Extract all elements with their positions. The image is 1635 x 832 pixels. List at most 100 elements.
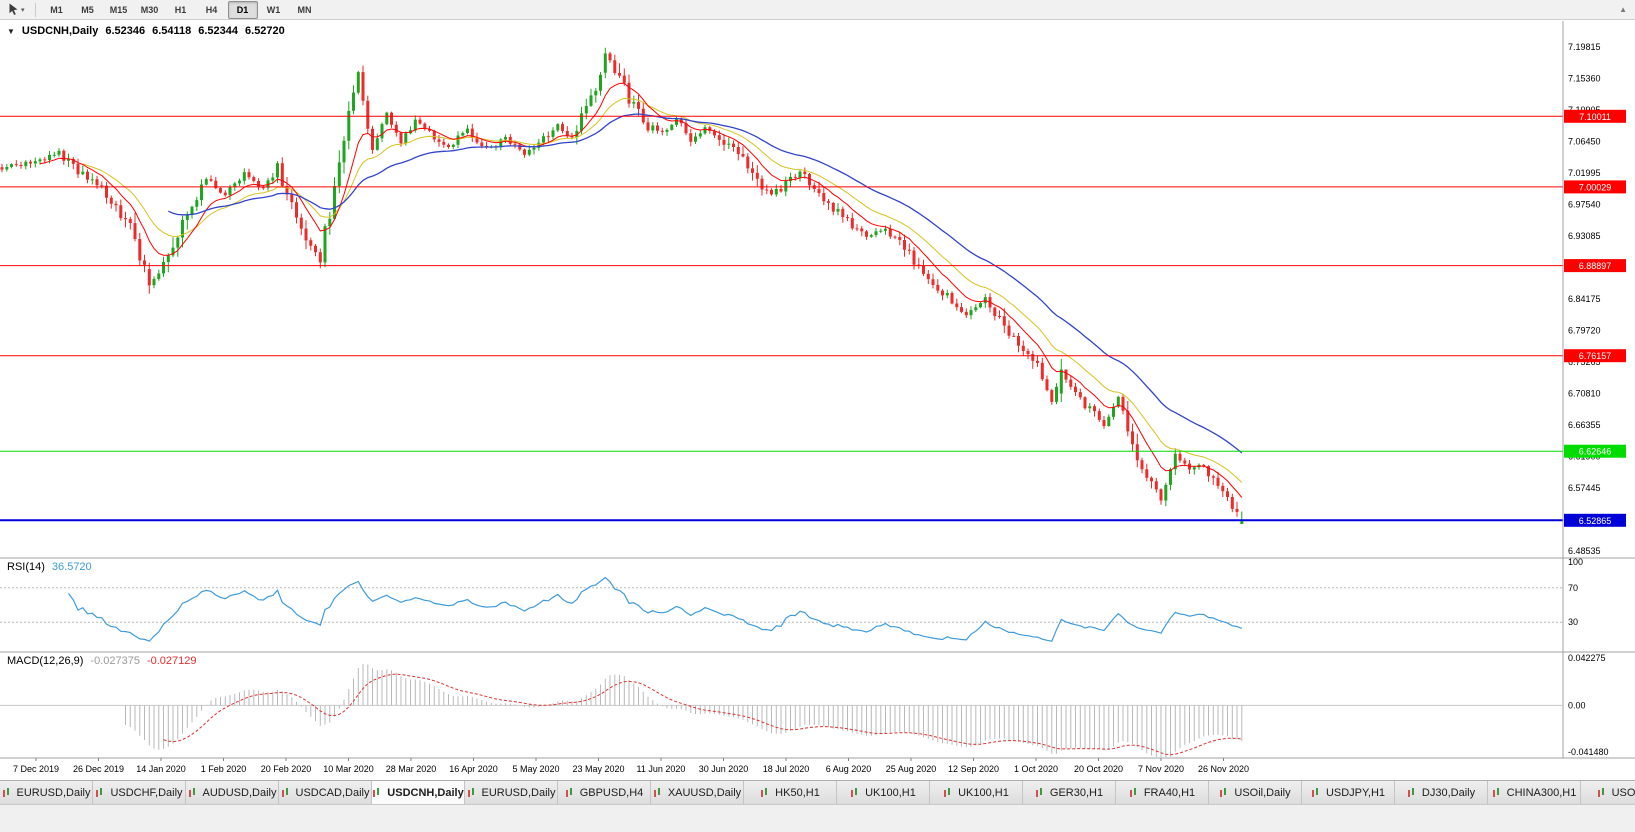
date-tick-label: 7 Nov 2020	[1138, 764, 1184, 774]
chart-canvas[interactable]: 7.198157.153607.109057.064507.019956.975…	[0, 0, 1635, 780]
mini-chart-icon	[1129, 787, 1140, 798]
mini-chart-icon	[467, 787, 478, 798]
chart-tab[interactable]: USOil,Daily	[1209, 781, 1302, 804]
bull-candle-wicks	[6, 47, 1243, 524]
rsi-name: RSI(14)	[7, 561, 45, 573]
chart-tab[interactable]: USDCHF,Daily	[93, 781, 186, 804]
chart-tab-label: FRA40,H1	[1143, 786, 1196, 799]
status-bar	[0, 804, 1635, 832]
chart-tab-label: HK50,H1	[775, 786, 820, 799]
mini-chart-icon	[653, 787, 664, 798]
quote-close: 6.52720	[245, 25, 285, 37]
moving-average-9	[39, 82, 1243, 498]
timeframe-button-d1[interactable]: D1	[227, 0, 258, 19]
chart-tab-label: USDCHF,Daily	[110, 786, 183, 799]
mini-chart-icon	[943, 787, 954, 798]
rsi-tick-label: 100	[1568, 557, 1583, 567]
chart-tab-label: EURUSD,Daily	[481, 786, 556, 799]
mini-chart-icon	[281, 787, 292, 798]
mini-chart-icon	[850, 787, 861, 798]
date-tick-label: 20 Oct 2020	[1074, 764, 1123, 774]
mini-chart-icon	[372, 787, 383, 798]
price-tick-label: 7.19815	[1568, 42, 1601, 52]
timeframe-button-mn[interactable]: MN	[297, 4, 312, 15]
timeframe-button-h1[interactable]: H1	[174, 4, 187, 15]
date-tick-label: 5 May 2020	[512, 764, 559, 774]
toolbar-separator	[34, 2, 36, 17]
quote-high: 6.54118	[152, 25, 192, 37]
bear-candle-wicks	[1, 51, 1238, 517]
price-tick-label: 7.01995	[1568, 168, 1601, 178]
timeframe-button-m5[interactable]: M5	[81, 4, 94, 15]
price-level-badge-text: 7.10011	[1579, 112, 1611, 122]
chart-tab[interactable]: EURUSD,Daily	[0, 781, 93, 804]
price-tick-label: 6.93085	[1568, 231, 1601, 241]
chart-tab[interactable]: AUDUSD,Daily	[186, 781, 279, 804]
mini-chart-icon	[565, 787, 576, 798]
rsi-tick-label: 70	[1568, 583, 1578, 593]
timeframe-button-m15[interactable]: M15	[109, 4, 128, 15]
macd-histogram	[125, 663, 1243, 757]
chart-tab-label: USOil,H1	[1611, 786, 1635, 799]
chart-tab[interactable]: XAUUSD,Daily	[651, 781, 744, 804]
chart-tab[interactable]: CHINA300,H1	[1488, 781, 1581, 804]
chart-tab-label: DJ30,Daily	[1421, 786, 1476, 799]
date-tick-label: 26 Nov 2020	[1198, 764, 1249, 774]
date-tick-label: 25 Aug 2020	[886, 764, 937, 774]
chart-tab[interactable]: USDCAD,Daily	[279, 781, 372, 804]
mini-chart-icon	[2, 787, 13, 798]
macd-tick-label: -0.041480	[1568, 747, 1609, 757]
chart-tab-label: EURUSD,Daily	[16, 786, 91, 799]
price-level-badge	[1564, 349, 1626, 363]
mini-chart-icon	[1219, 787, 1230, 798]
timeframe-button-w1[interactable]: W1	[266, 4, 281, 15]
price-tick-label: 7.06450	[1568, 137, 1601, 147]
macd-signal-value: -0.027129	[146, 655, 197, 667]
chart-tab[interactable]: HK50,H1	[744, 781, 837, 804]
chart-tab[interactable]: USDCNH,Daily	[372, 781, 465, 804]
timeframe-button-m30[interactable]: M30	[140, 4, 159, 15]
cursor-tool-button[interactable]: ▾	[4, 0, 29, 19]
timeframe-button-h4[interactable]: H4	[205, 4, 218, 15]
price-level-badge	[1564, 109, 1626, 123]
chart-tab[interactable]: USOil,H1	[1581, 781, 1635, 804]
chart-tab[interactable]: GBPUSD,H4	[558, 781, 651, 804]
mini-chart-icon	[95, 787, 106, 798]
rsi-line	[68, 576, 1243, 642]
chart-tab-label: USOil,Daily	[1234, 786, 1291, 799]
chart-tab-label: GER30,H1	[1049, 786, 1104, 799]
date-tick-label: 28 Mar 2020	[386, 764, 437, 774]
timeframes-toolbar: ▾ M1 M5 M15 M30 H1 H4 D1 W1 MN ▲	[0, 0, 1635, 20]
chart-tab[interactable]: FRA40,H1	[1116, 781, 1209, 804]
price-tick-label: 6.79720	[1568, 326, 1601, 336]
mini-chart-icon	[1407, 787, 1418, 798]
price-level-badge	[1564, 513, 1626, 527]
price-tick-label: 6.84175	[1568, 294, 1601, 304]
one-click-trading-toggle[interactable]: ▼	[7, 26, 15, 36]
price-level-badge-text: 6.76157	[1579, 351, 1612, 361]
chart-symbol-label: USDCNH,Daily	[21, 25, 99, 37]
chart-tab-label: USDCNH,Daily	[387, 786, 464, 799]
mini-chart-icon	[1597, 787, 1608, 798]
chart-tab[interactable]: UK100,H1	[837, 781, 930, 804]
chart-tab-label: GBPUSD,H4	[579, 786, 644, 799]
macd-main-value: -0.027375	[90, 655, 140, 667]
chart-tab[interactable]: GER30,H1	[1023, 781, 1116, 804]
chart-tab[interactable]: DJ30,Daily	[1395, 781, 1488, 804]
chevron-down-icon: ▾	[21, 6, 25, 14]
chart-tab[interactable]: EURUSD,Daily	[465, 781, 558, 804]
bear-candle-bodies	[0, 53, 1239, 512]
chart-tab[interactable]: USDJPY,H1	[1302, 781, 1395, 804]
date-tick-label: 26 Dec 2019	[73, 764, 124, 774]
scroll-up-icon[interactable]: ▲	[1619, 5, 1627, 14]
moving-average-18	[82, 97, 1243, 483]
macd-indicator-label: MACD(12,26,9) -0.027375 -0.027129	[7, 655, 197, 667]
chart-tab[interactable]: UK100,H1	[930, 781, 1023, 804]
macd-layer	[0, 663, 1563, 757]
chart-tab-label: UK100,H1	[865, 786, 916, 799]
chart-tab-label: USDCAD,Daily	[295, 786, 370, 799]
price-tick-label: 7.15360	[1568, 74, 1601, 84]
chart-title: ▼ USDCNH,Daily 6.52346 6.54118 6.52344 6…	[7, 25, 285, 37]
timeframe-button-m1[interactable]: M1	[50, 4, 63, 15]
